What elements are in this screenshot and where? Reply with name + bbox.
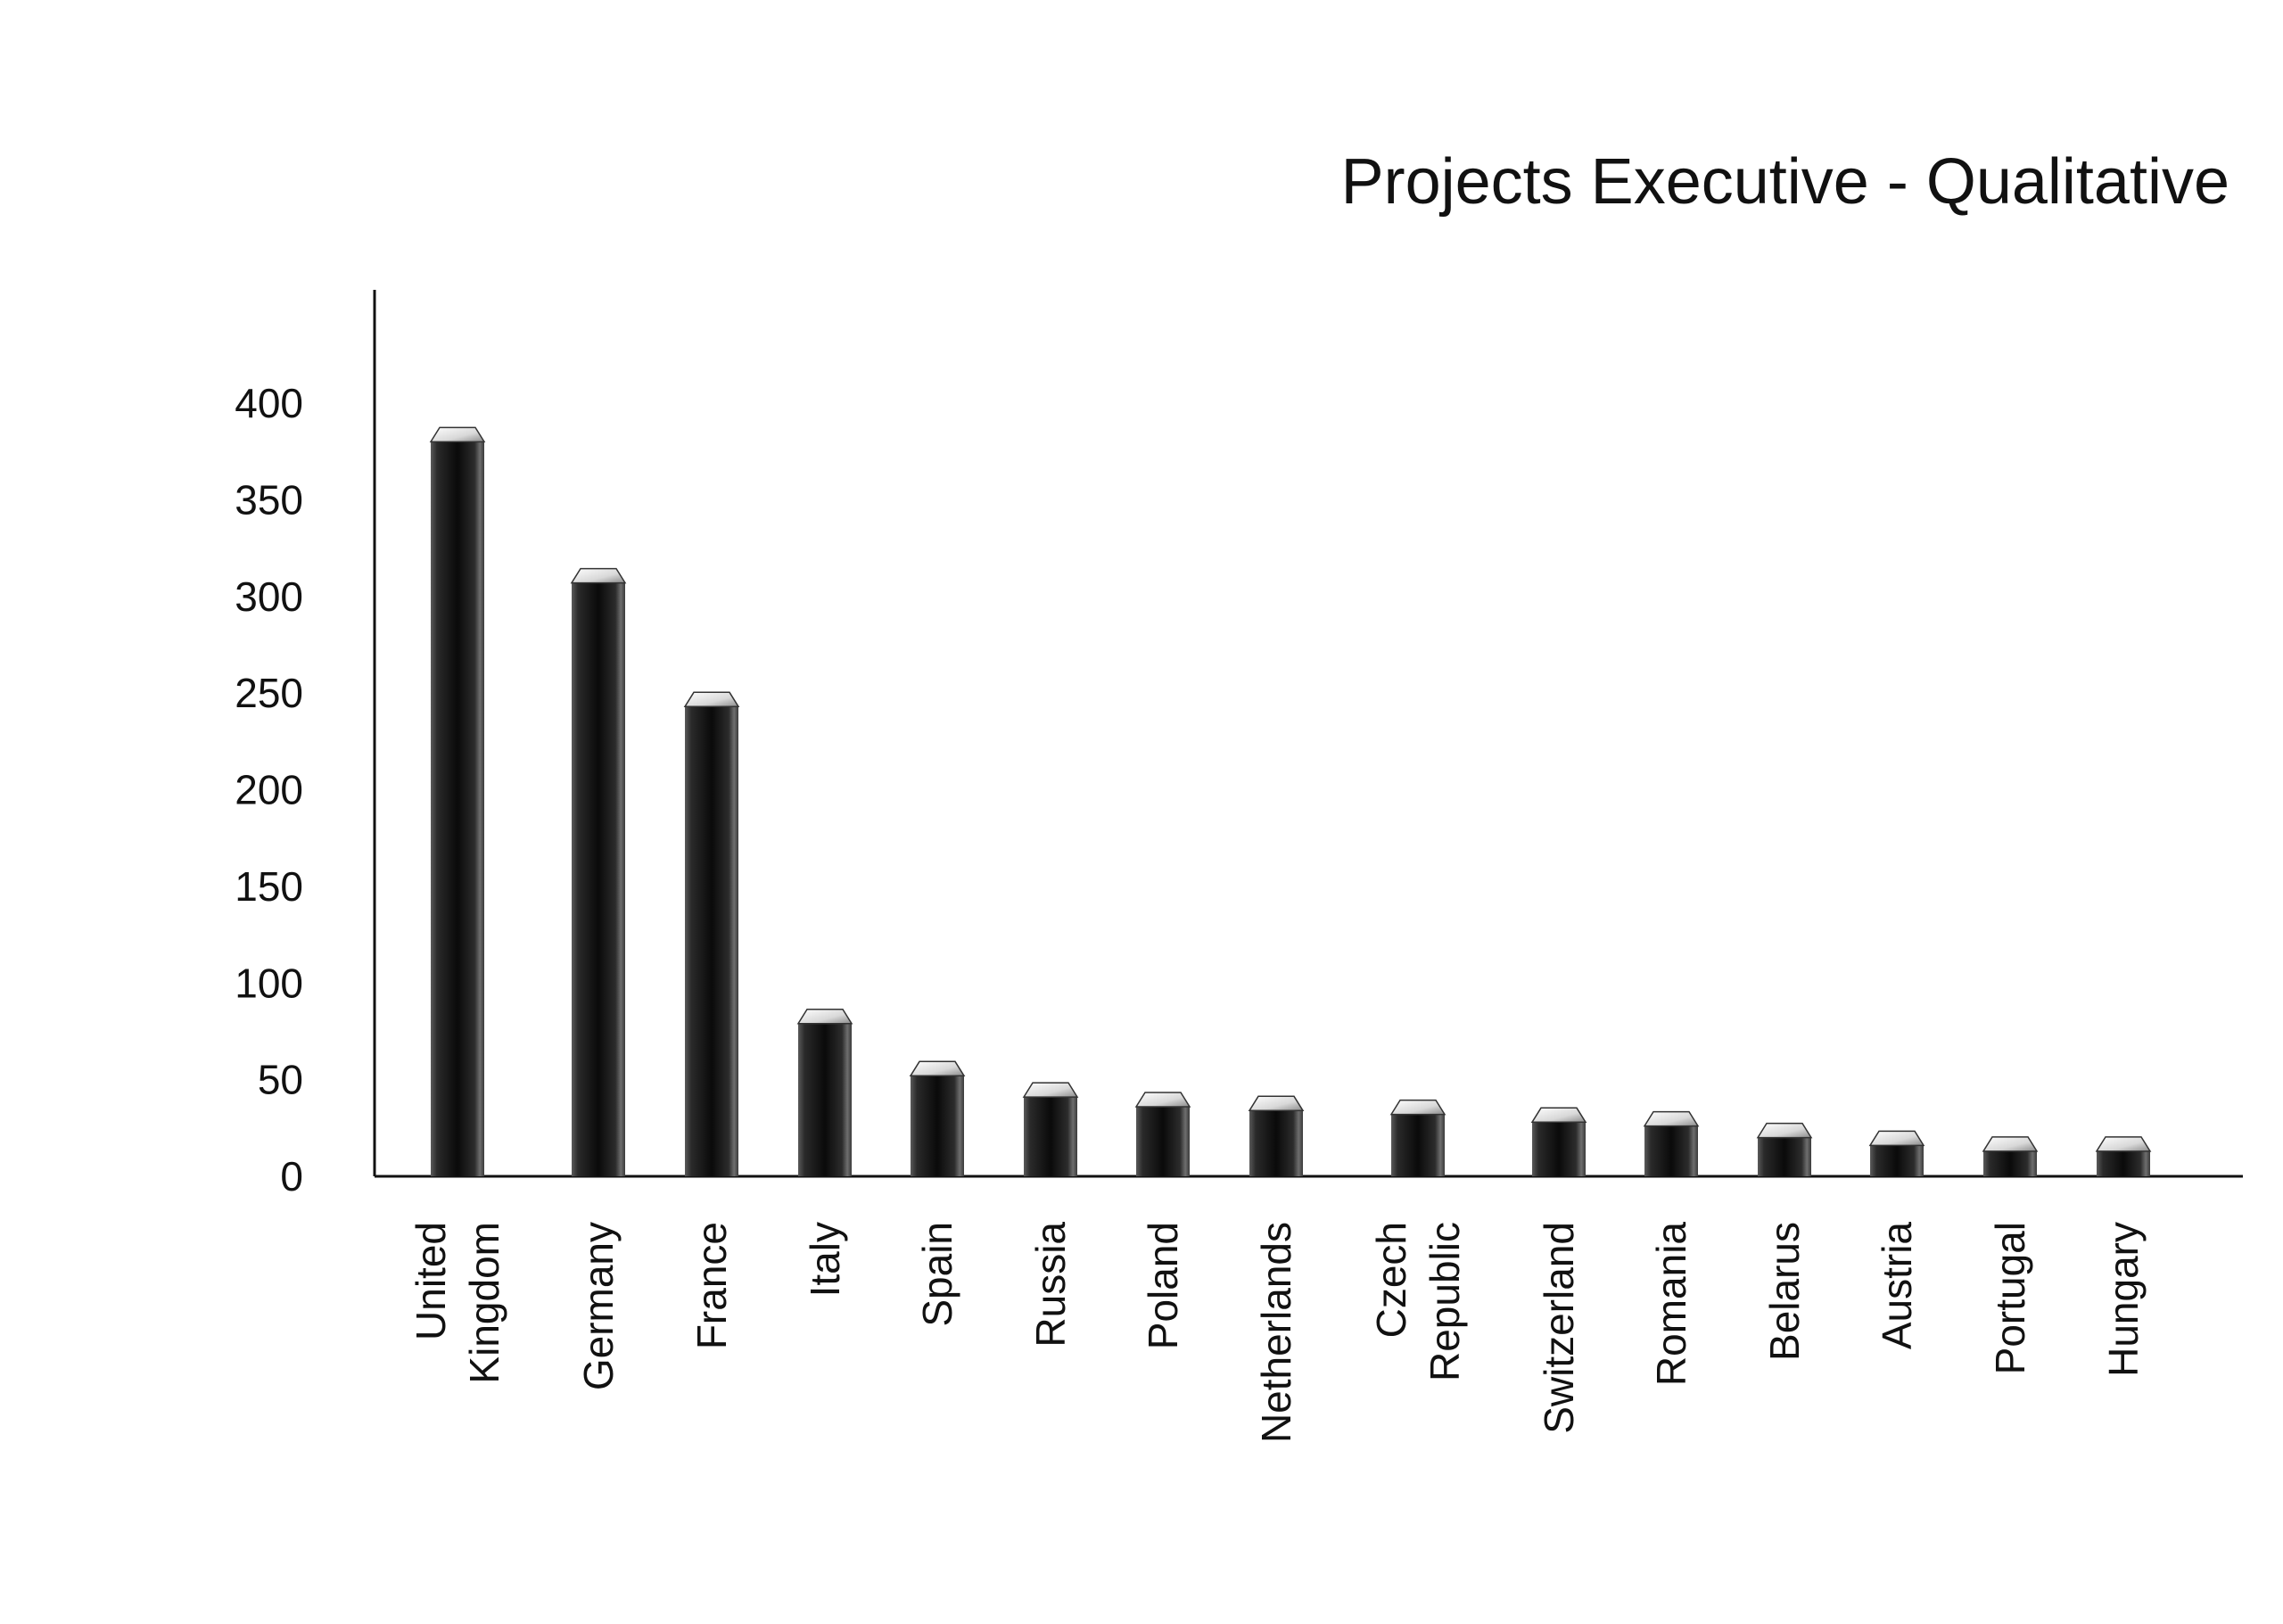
x-tick-label: Italy <box>802 1222 848 1297</box>
y-tick-label: 100 <box>235 960 303 1006</box>
bar-cap <box>1134 1092 1191 1108</box>
bar-body <box>431 441 484 1177</box>
x-tick-label: Belarus <box>1761 1222 1808 1361</box>
bar-body <box>798 1023 852 1176</box>
y-tick-label: 400 <box>235 380 303 426</box>
bar <box>1756 1122 1813 1176</box>
bar-cap <box>1868 1130 1925 1147</box>
bar-cap <box>1022 1082 1079 1098</box>
bar-cap <box>1756 1122 1813 1139</box>
y-tick-label: 150 <box>235 863 303 910</box>
y-tick-label: 200 <box>235 767 303 813</box>
bar-body <box>1870 1145 1924 1176</box>
bar-cap <box>796 1009 853 1025</box>
bar-body <box>911 1076 964 1176</box>
x-tick-label: Netherlands <box>1253 1222 1299 1443</box>
bar-body <box>2097 1150 2150 1176</box>
bar <box>909 1060 966 1176</box>
chart-title: Projects Executive - Qualitative <box>1341 146 2229 218</box>
bar <box>796 1009 853 1176</box>
x-tick-label: United <box>408 1222 454 1340</box>
bars <box>429 426 2152 1177</box>
bar-body <box>1983 1150 2037 1176</box>
bar-cap <box>1530 1107 1587 1124</box>
bar <box>2095 1136 2152 1176</box>
bar <box>1389 1099 1446 1176</box>
y-tick-label: 250 <box>235 670 303 716</box>
bar-cap <box>570 567 627 584</box>
bar-cap <box>1248 1095 1305 1112</box>
bar <box>1982 1136 2039 1176</box>
x-tick-label: Republic <box>1422 1222 1468 1381</box>
x-tick-label: Hungary <box>2100 1222 2147 1377</box>
bar <box>1134 1092 1191 1176</box>
bar-body <box>572 582 625 1176</box>
bar <box>1530 1107 1587 1176</box>
x-tick-label: Russia <box>1027 1222 1074 1348</box>
x-tick-label: Switzerland <box>1536 1222 1582 1434</box>
bar-cap <box>2095 1136 2152 1152</box>
x-tick-label: Portugal <box>1987 1222 2033 1374</box>
bar <box>1643 1110 1700 1176</box>
bar-body <box>1758 1137 1811 1176</box>
bar-body <box>1249 1110 1303 1176</box>
bar <box>1248 1095 1305 1176</box>
bar-cap <box>429 426 486 443</box>
x-tick-label: Czech <box>1368 1222 1414 1338</box>
x-tick-label: Austria <box>1874 1222 1920 1350</box>
bar-body <box>1136 1106 1190 1176</box>
x-tick-label: Kingdom <box>461 1222 507 1384</box>
bar-cap <box>1389 1099 1446 1116</box>
bar-body <box>1532 1122 1586 1176</box>
bar-body <box>1644 1125 1698 1176</box>
bar-cap <box>683 691 740 708</box>
bar <box>570 567 627 1176</box>
y-tick-label: 350 <box>235 476 303 523</box>
bar-cap <box>1982 1136 2039 1152</box>
y-tick-label: 50 <box>258 1057 303 1103</box>
bar <box>683 691 740 1176</box>
y-axis: 0 50 100 150 200 250 300 350 400 <box>235 290 376 1199</box>
bar-cap <box>1643 1110 1700 1127</box>
bar-body <box>1391 1114 1445 1176</box>
bar-body <box>1024 1097 1077 1176</box>
x-tick-label: France <box>688 1222 735 1349</box>
x-tick-label: Spain <box>914 1222 960 1327</box>
bar-cap <box>909 1060 966 1077</box>
category-labels: United Kingdom Germany France Italy Spain Russ… <box>408 1222 2147 1443</box>
x-tick-label: Germany <box>575 1222 622 1390</box>
bar-body <box>685 706 738 1176</box>
bar <box>1868 1130 1925 1176</box>
x-tick-label: Romania <box>1648 1222 1694 1387</box>
bar <box>1022 1082 1079 1176</box>
y-tick-label: 300 <box>235 573 303 620</box>
y-tick-label: 0 <box>280 1153 303 1199</box>
bar <box>429 426 486 1177</box>
x-tick-label: Poland <box>1140 1222 1186 1349</box>
